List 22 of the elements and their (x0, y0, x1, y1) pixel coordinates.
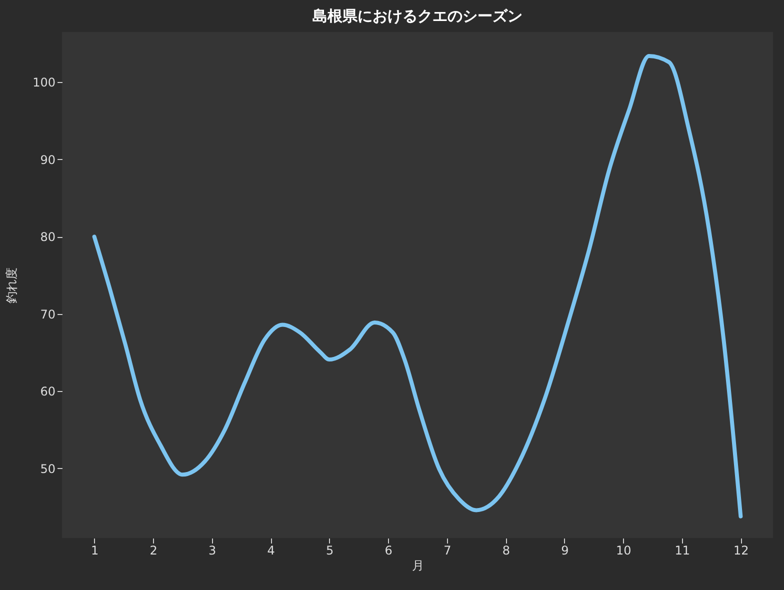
x-tick-label: 5 (326, 544, 334, 558)
x-tick-label: 1 (91, 544, 99, 558)
x-tick-label: 6 (384, 544, 392, 558)
x-tick-label: 11 (674, 544, 690, 558)
x-tick-label: 4 (267, 544, 275, 558)
y-tick-label: 70 (40, 307, 56, 322)
y-axis-title: 釣れ度 (4, 268, 19, 304)
x-tick-label: 7 (444, 544, 452, 558)
line-series (92, 54, 743, 518)
x-axis-title: 月 (412, 558, 424, 572)
y-tick-label: 60 (40, 384, 56, 399)
y-tick-label: 50 (40, 462, 56, 476)
x-tick-label: 10 (616, 544, 632, 558)
y-tick-label: 90 (40, 152, 56, 167)
x-tick-label: 8 (502, 544, 510, 558)
x-tick-label: 3 (208, 544, 216, 558)
x-tick-label: 12 (734, 544, 749, 558)
y-tick-label: 100 (32, 76, 56, 90)
x-tick-label: 2 (150, 544, 158, 558)
y-tick-label: 80 (40, 230, 56, 244)
chart-title: 島根県におけるクエのシーズン (312, 7, 522, 25)
x-tick-label: 9 (561, 544, 569, 558)
